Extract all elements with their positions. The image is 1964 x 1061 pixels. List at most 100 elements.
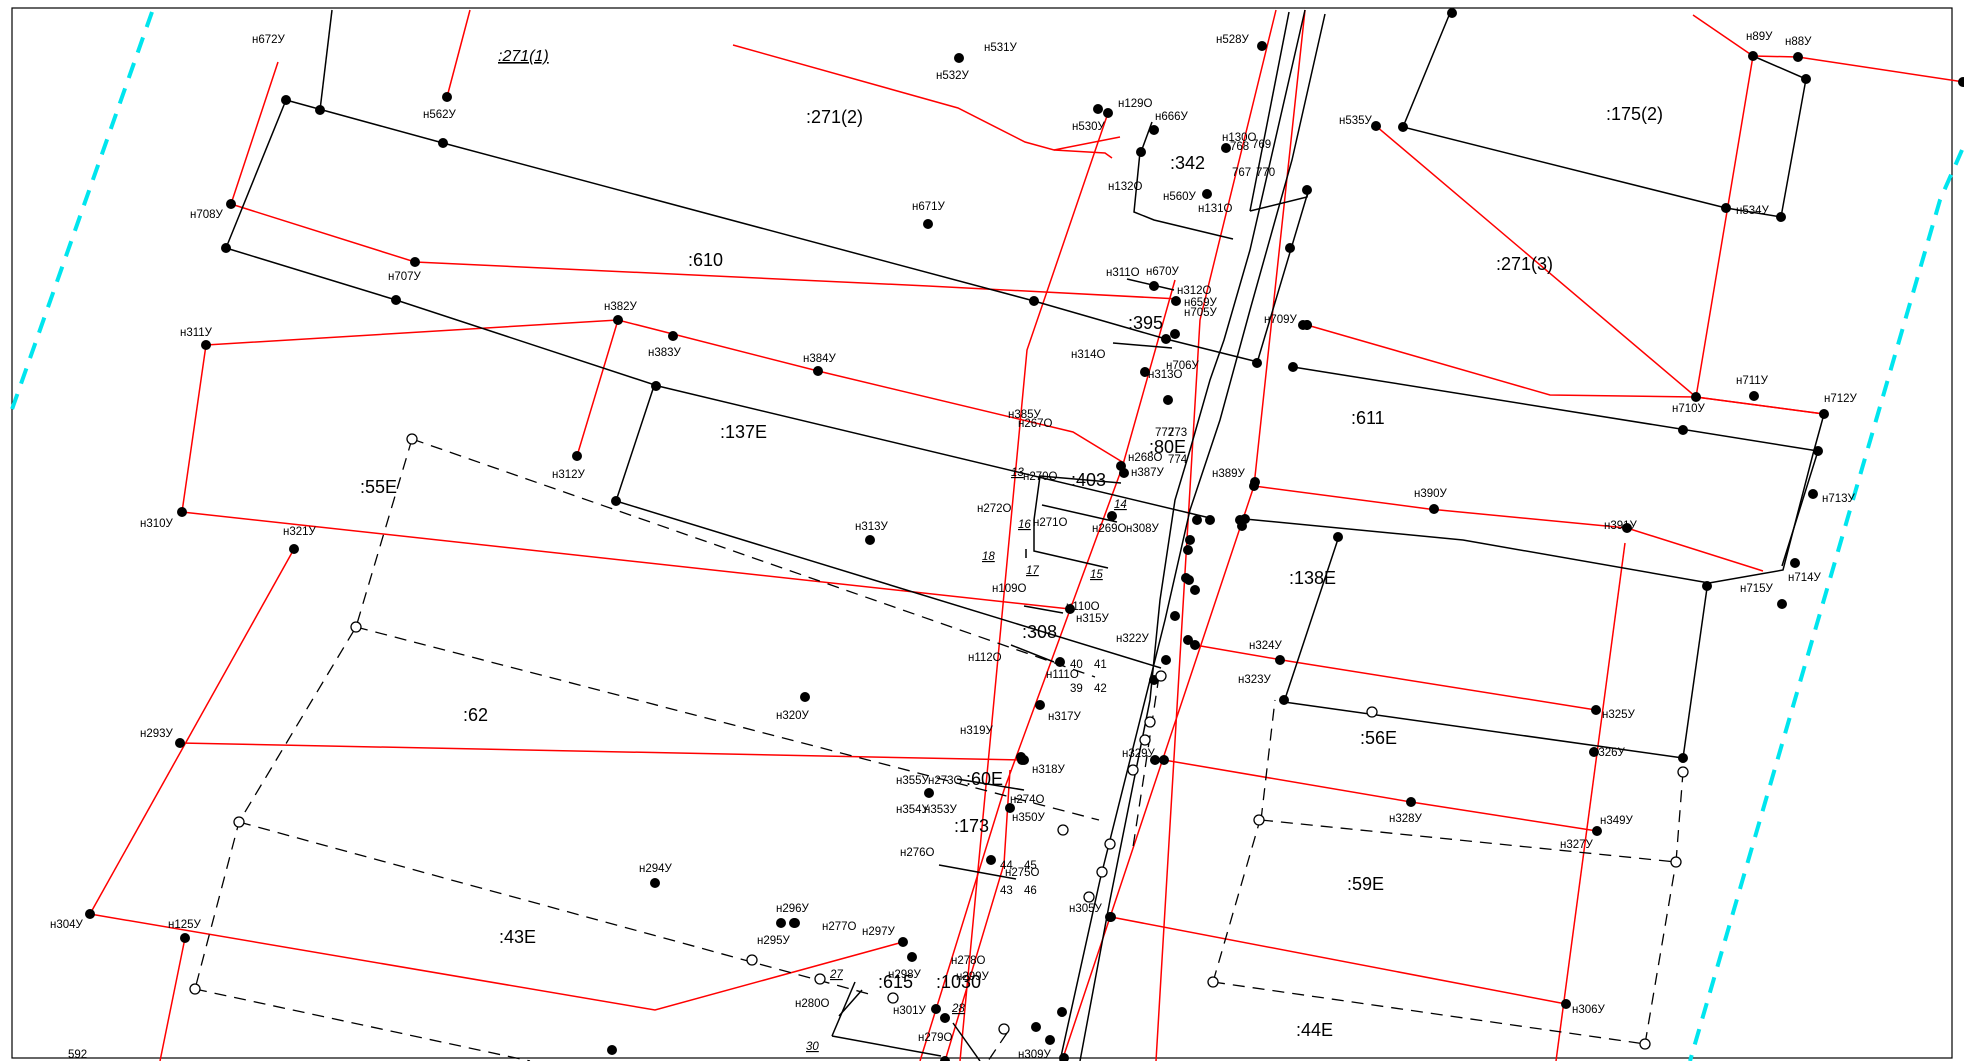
parcel-label: :56E bbox=[1360, 728, 1397, 748]
point-label: н309У bbox=[1018, 1049, 1052, 1061]
point-label: н672У bbox=[252, 34, 286, 46]
point-label: н383У bbox=[648, 347, 682, 359]
parcel-label: :60E bbox=[966, 769, 1003, 789]
point-label: н306У bbox=[1572, 1004, 1606, 1016]
point-label: н312У bbox=[552, 469, 586, 481]
vertex-number: 18 bbox=[982, 551, 995, 563]
vertex-number: 773 bbox=[1168, 427, 1187, 439]
point-label: н534У bbox=[1736, 205, 1770, 217]
point-label: н671У bbox=[912, 201, 946, 213]
point-label: н277О bbox=[822, 921, 857, 933]
point-label: н325У bbox=[1602, 709, 1636, 721]
vertex-number: 772 bbox=[1155, 427, 1174, 439]
vertex-number: 40 bbox=[1070, 659, 1083, 671]
point-label: н275О bbox=[1005, 867, 1040, 879]
point-label: н130О bbox=[1222, 132, 1257, 144]
point-label: н279О bbox=[918, 1032, 953, 1044]
point-label: н280О bbox=[795, 998, 830, 1010]
point-label: н708У bbox=[190, 209, 224, 221]
parcel-label: :44E bbox=[1296, 1020, 1333, 1040]
point-label: н276О bbox=[900, 847, 935, 859]
vertex-number: 770 bbox=[1256, 167, 1275, 179]
point-label: н326У bbox=[1592, 747, 1626, 759]
point-label: н328У bbox=[1389, 813, 1423, 825]
point-label: н709У bbox=[1264, 314, 1298, 326]
point-label: н294У bbox=[639, 863, 673, 875]
parcel-label: :395 bbox=[1128, 313, 1163, 333]
point-label: н350У bbox=[1012, 812, 1046, 824]
point-label: н272О bbox=[977, 503, 1012, 515]
right-boundary-line bbox=[1688, 149, 1964, 1061]
point-label: н710У bbox=[1672, 403, 1706, 415]
point-label: н314О bbox=[1071, 349, 1106, 361]
vertex-number: 41 bbox=[1094, 659, 1107, 671]
point-label: н670У bbox=[1146, 266, 1180, 278]
parcel-label: :138E bbox=[1289, 568, 1336, 588]
parcel-label: :55E bbox=[360, 477, 397, 497]
point-label: н295У bbox=[757, 935, 791, 947]
parcel-label: :271(2) bbox=[806, 107, 863, 127]
point-label: н88У bbox=[1785, 36, 1812, 48]
point-label: н713У bbox=[1822, 493, 1856, 505]
parcel-label: :43E bbox=[499, 927, 536, 947]
parcel-label: :308 bbox=[1022, 622, 1057, 642]
red-parcel-lines bbox=[89, 9, 1964, 1061]
point-label: н89У bbox=[1746, 31, 1773, 43]
point-label: н319У bbox=[960, 725, 994, 737]
parcel-label: :175(2) bbox=[1606, 104, 1663, 124]
point-label: н327У bbox=[1560, 839, 1594, 851]
point-label: н391У bbox=[1604, 520, 1638, 532]
parcel-label: :271(1) bbox=[498, 48, 549, 65]
point-label: н355У bbox=[896, 775, 930, 787]
vertex-number: 774 bbox=[1168, 454, 1188, 466]
vertex-number: 768 bbox=[1230, 141, 1249, 153]
parcel-label: :80E bbox=[1149, 437, 1186, 457]
vertex-number: 42 bbox=[1094, 683, 1107, 695]
map-frame bbox=[11, 7, 1953, 1059]
parcel-label: :615 bbox=[878, 972, 913, 992]
left-boundary-line bbox=[8, 11, 154, 416]
point-label: н297У bbox=[862, 926, 896, 938]
point-label: н324У bbox=[1249, 640, 1283, 652]
vertex-number: 39 bbox=[1070, 683, 1083, 695]
point-label: н132О bbox=[1108, 181, 1143, 193]
point-label: н268О bbox=[1128, 452, 1163, 464]
black-parcel-lines bbox=[225, 9, 1825, 1061]
point-label: н659У bbox=[1184, 297, 1218, 309]
parcel-label: :59E bbox=[1347, 874, 1384, 894]
point-label: н312О bbox=[1177, 285, 1212, 297]
point-label: н382У bbox=[604, 301, 638, 313]
vertex-number: 46 bbox=[1024, 885, 1037, 897]
point-label: н111О bbox=[1046, 669, 1079, 681]
point-label: н387У bbox=[1131, 467, 1165, 479]
vertex-number: 44 bbox=[1000, 860, 1013, 872]
point-label: н353У bbox=[924, 804, 958, 816]
parcel-label: :342 bbox=[1170, 153, 1205, 173]
point-label: н304У bbox=[50, 919, 84, 931]
point-label: н110О bbox=[1066, 601, 1100, 613]
point-label: н278О bbox=[951, 955, 986, 967]
point-label: н310У bbox=[140, 518, 174, 530]
vertex-number: 28 bbox=[951, 1003, 965, 1015]
point-label: н715У bbox=[1740, 583, 1774, 595]
point-label: н311У bbox=[180, 327, 213, 339]
point-label: н317У bbox=[1048, 711, 1082, 723]
vertex-number: 14 bbox=[1114, 499, 1127, 511]
point-label: н562У bbox=[423, 109, 457, 121]
vertex-numbers: 768 769 767 770 772 773 774 13 14 16 17 … bbox=[806, 139, 1275, 1053]
point-label: н313У bbox=[855, 521, 889, 533]
vertex-number: 27 bbox=[829, 969, 843, 981]
point-label: н311О bbox=[1106, 267, 1140, 279]
point-label: н390У bbox=[1414, 488, 1448, 500]
point-label: н125У bbox=[168, 919, 202, 931]
parcel-label: :611 bbox=[1351, 408, 1385, 428]
point-label: н384У bbox=[803, 353, 837, 365]
point-label: н270О bbox=[1023, 471, 1058, 483]
point-label: н560У bbox=[1163, 191, 1197, 203]
point-label: н131О bbox=[1198, 203, 1233, 215]
point-label: н315У bbox=[1076, 613, 1110, 625]
vertex-number: 17 bbox=[1026, 565, 1039, 577]
point-label: н269О bbox=[1092, 523, 1127, 535]
vertex-number: 30 bbox=[806, 1041, 819, 1053]
vertex-number: 767 bbox=[1232, 167, 1251, 179]
